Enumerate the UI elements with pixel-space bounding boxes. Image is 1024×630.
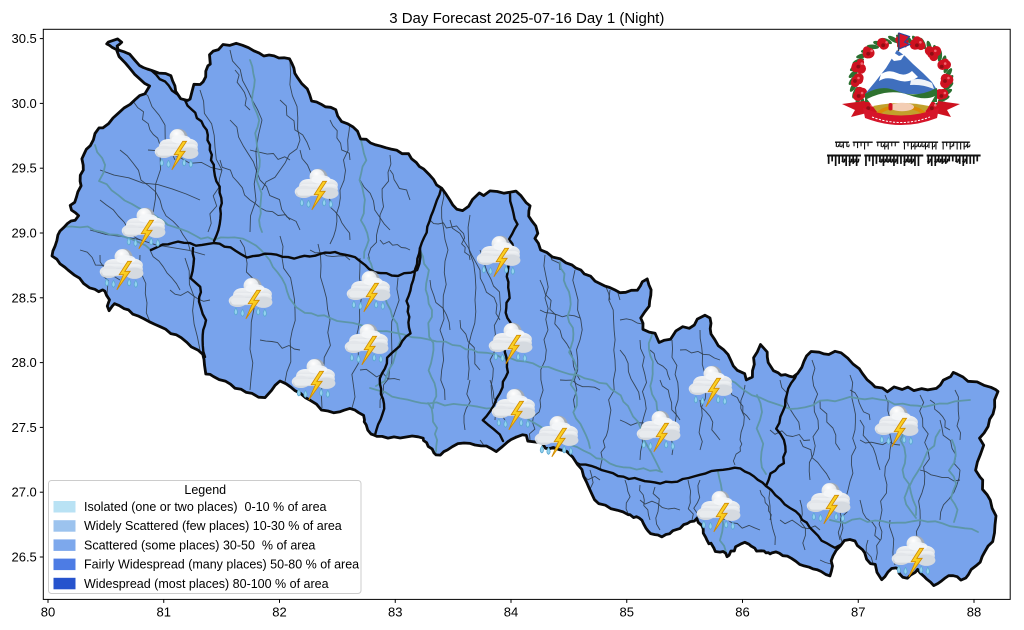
svg-text:80: 80 xyxy=(41,604,55,619)
svg-text:88: 88 xyxy=(967,604,981,619)
svg-text:28.5: 28.5 xyxy=(11,290,36,305)
svg-text:84: 84 xyxy=(504,604,518,619)
svg-text:86: 86 xyxy=(735,604,749,619)
svg-text:82: 82 xyxy=(272,604,286,619)
svg-text:87: 87 xyxy=(851,604,865,619)
svg-text:83: 83 xyxy=(388,604,402,619)
svg-text:30.0: 30.0 xyxy=(11,96,36,111)
svg-text:Legend: Legend xyxy=(184,483,226,497)
svg-text:30.5: 30.5 xyxy=(11,31,36,46)
svg-text:Isolated (one or two places): Isolated (one or two places) 0-10 % of a… xyxy=(84,500,327,514)
svg-text:85: 85 xyxy=(620,604,634,619)
svg-text:Widespread (most places) 80-10: Widespread (most places) 80-100 % of are… xyxy=(84,577,329,591)
svg-text:81: 81 xyxy=(157,604,171,619)
svg-text:28.0: 28.0 xyxy=(11,355,36,370)
svg-text:26.5: 26.5 xyxy=(11,550,36,565)
svg-text:29.0: 29.0 xyxy=(11,226,36,241)
svg-text:3 Day Forecast 2025-07-16 Day: 3 Day Forecast 2025-07-16 Day 1 (Night) xyxy=(389,10,664,27)
svg-text:29.5: 29.5 xyxy=(11,161,36,176)
svg-text:Fairly Widespread (many places: Fairly Widespread (many places) 50-80 % … xyxy=(84,558,359,572)
svg-text:Scattered (some places) 30-50: Scattered (some places) 30-50 % of area xyxy=(84,538,315,552)
svg-text:27.5: 27.5 xyxy=(11,420,36,435)
svg-text:27.0: 27.0 xyxy=(11,485,36,500)
svg-text:Widely Scattered (few places): Widely Scattered (few places) 10-30 % of… xyxy=(84,519,342,533)
